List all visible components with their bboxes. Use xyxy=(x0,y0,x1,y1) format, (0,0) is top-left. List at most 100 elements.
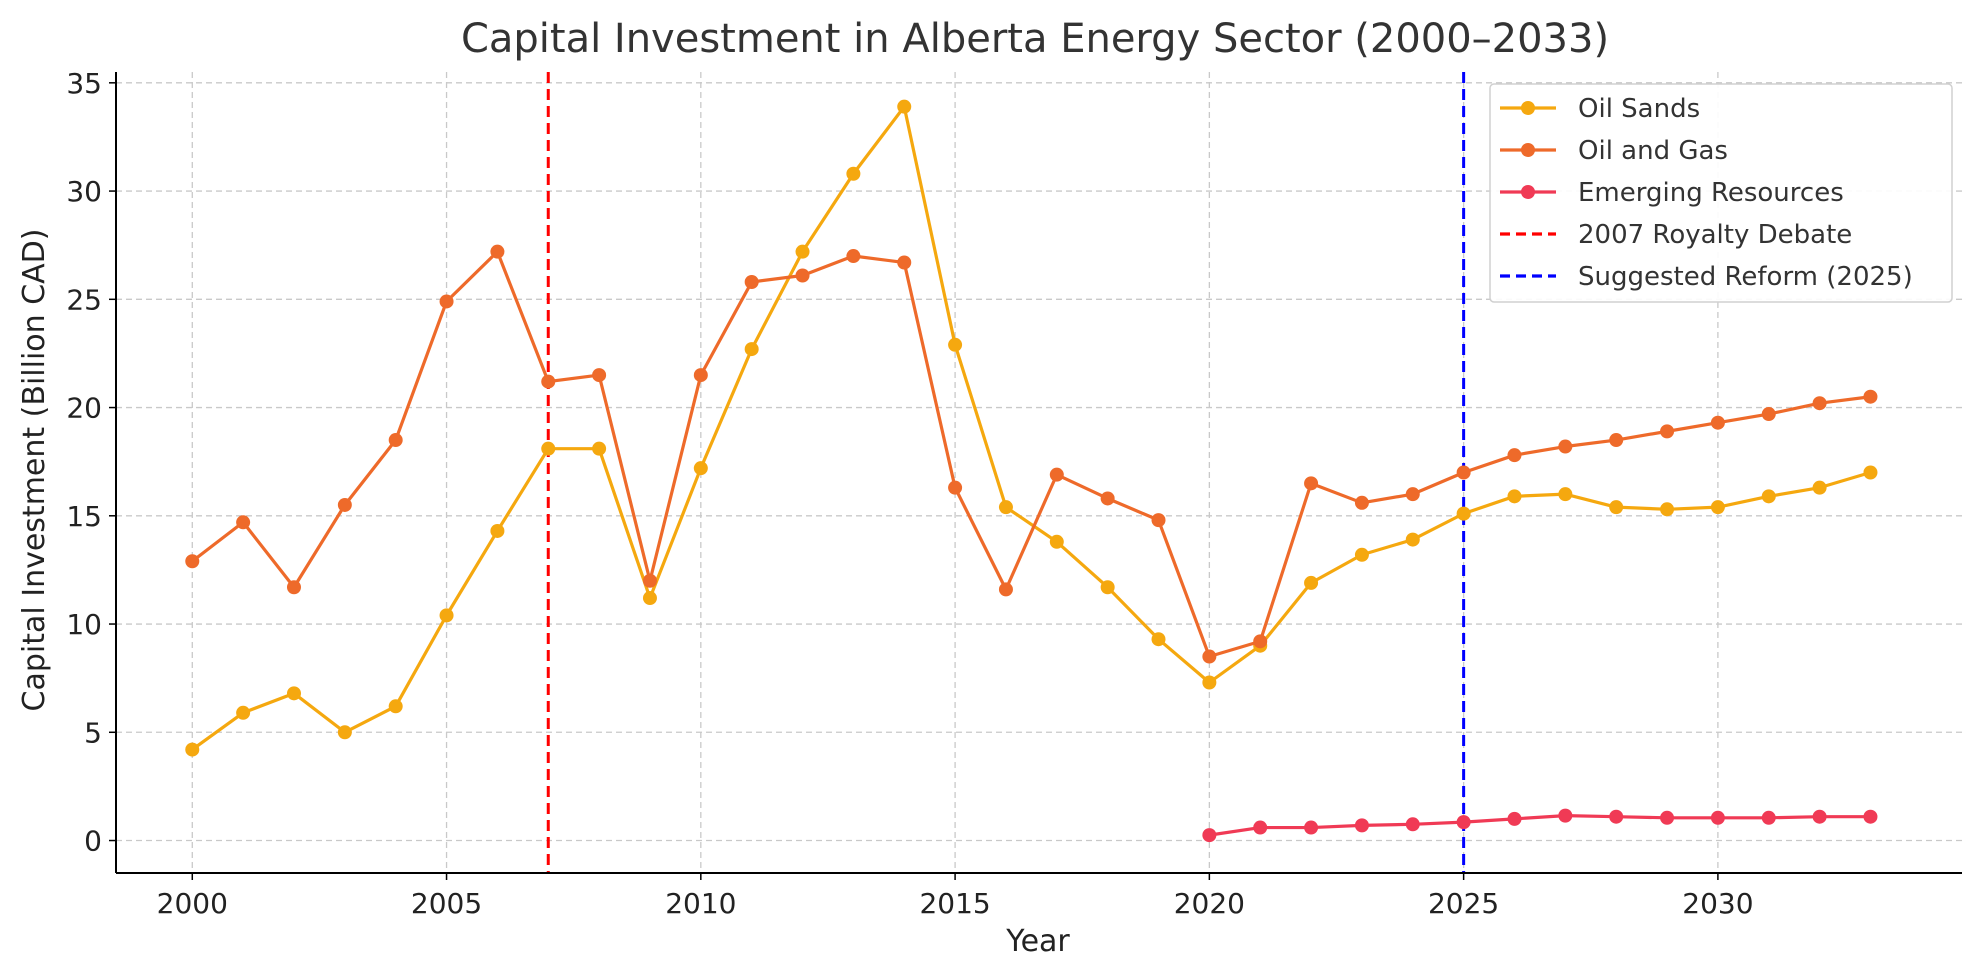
legend-label: Suggested Reform (2025) xyxy=(1578,262,1913,292)
data-point xyxy=(1710,415,1725,430)
data-point xyxy=(185,742,200,757)
data-point xyxy=(541,374,556,389)
x-tick-label: 2030 xyxy=(1682,887,1753,920)
data-point xyxy=(541,441,556,456)
x-tick-label: 2020 xyxy=(1174,887,1245,920)
data-point xyxy=(1863,465,1878,480)
data-point xyxy=(1354,495,1369,510)
data-point xyxy=(1863,389,1878,404)
series-oil-sands xyxy=(185,99,1878,757)
data-point xyxy=(1100,580,1115,595)
data-point xyxy=(439,608,454,623)
x-tick-label: 2025 xyxy=(1428,887,1499,920)
legend-marker xyxy=(1521,101,1535,115)
data-point xyxy=(1202,828,1217,843)
data-point xyxy=(998,500,1013,515)
y-tick-label: 15 xyxy=(66,500,102,533)
data-point xyxy=(1507,811,1522,826)
tick-labels: 2000 2005 2010 2015 2020 2025 2030051015202530… xyxy=(66,67,1753,920)
data-point xyxy=(388,433,403,448)
data-point xyxy=(1151,632,1166,647)
data-point xyxy=(490,244,505,259)
data-point xyxy=(1253,820,1268,835)
data-point xyxy=(236,515,251,530)
data-point xyxy=(1558,808,1573,823)
data-point xyxy=(337,725,352,740)
legend-marker xyxy=(1521,143,1535,157)
y-tick-label: 20 xyxy=(66,392,102,425)
data-point xyxy=(693,461,708,476)
series-emerging-resources xyxy=(1202,808,1878,843)
data-point xyxy=(795,268,810,283)
legend-entry: Oil Sands xyxy=(1500,94,1700,124)
x-tick-label: 2005 xyxy=(411,887,482,920)
legend-label: Emerging Resources xyxy=(1578,178,1844,208)
legend-entry: 2007 Royalty Debate xyxy=(1500,220,1852,250)
data-point xyxy=(948,337,963,352)
data-point xyxy=(1100,491,1115,506)
y-tick-label: 25 xyxy=(66,283,102,316)
data-point xyxy=(1761,489,1776,504)
data-point xyxy=(1609,433,1624,448)
x-axis-label: Year xyxy=(1005,924,1070,959)
data-point xyxy=(1304,575,1319,590)
data-point xyxy=(1812,480,1827,495)
y-tick-label: 35 xyxy=(66,67,102,100)
series-line xyxy=(191,105,1871,751)
data-point xyxy=(1609,809,1624,824)
legend-label: Oil Sands xyxy=(1578,94,1700,124)
reference-lines xyxy=(546,72,1466,873)
data-point xyxy=(642,591,657,606)
legend-box xyxy=(1489,83,1953,303)
series-oil-and-gas xyxy=(185,244,1878,664)
data-point xyxy=(592,368,607,383)
data-point xyxy=(439,294,454,309)
data-point xyxy=(1558,439,1573,454)
data-point xyxy=(1710,500,1725,515)
series-layer xyxy=(185,99,1878,843)
legend-entry: Emerging Resources xyxy=(1500,178,1844,208)
data-point xyxy=(286,686,301,701)
x-tick-label: 2015 xyxy=(919,887,990,920)
legend-label: Oil and Gas xyxy=(1578,136,1728,166)
data-point xyxy=(1405,532,1420,547)
data-point xyxy=(744,274,759,289)
data-point xyxy=(846,249,861,264)
data-point xyxy=(1253,634,1268,649)
data-point xyxy=(1761,810,1776,825)
data-point xyxy=(846,166,861,181)
data-point xyxy=(1304,820,1319,835)
data-point xyxy=(1354,818,1369,833)
data-point xyxy=(185,554,200,569)
data-point xyxy=(1660,502,1675,517)
data-point xyxy=(998,582,1013,597)
data-point xyxy=(1405,817,1420,832)
x-tick-label: 2010 xyxy=(665,887,736,920)
data-point xyxy=(490,523,505,538)
x-tick-label: 2000 xyxy=(157,887,228,920)
data-point xyxy=(1151,513,1166,528)
y-tick-label: 10 xyxy=(66,608,102,641)
data-point xyxy=(744,342,759,357)
data-point xyxy=(948,480,963,495)
y-tick-label: 30 xyxy=(66,175,102,208)
legend: Oil Sands Oil and Gas Emerging Resources 20… xyxy=(1489,83,1953,303)
data-point xyxy=(1304,476,1319,491)
data-point xyxy=(388,699,403,714)
data-point xyxy=(1049,534,1064,549)
y-tick-label: 5 xyxy=(84,716,102,749)
data-point xyxy=(1660,424,1675,439)
data-point xyxy=(286,580,301,595)
data-point xyxy=(1202,675,1217,690)
data-point xyxy=(642,573,657,588)
data-point xyxy=(1558,487,1573,502)
data-point xyxy=(1863,809,1878,824)
series-line xyxy=(1209,814,1871,837)
data-point xyxy=(1456,506,1471,521)
data-point xyxy=(1049,467,1064,482)
data-point xyxy=(1761,407,1776,422)
data-point xyxy=(897,99,912,114)
data-point xyxy=(1812,396,1827,411)
